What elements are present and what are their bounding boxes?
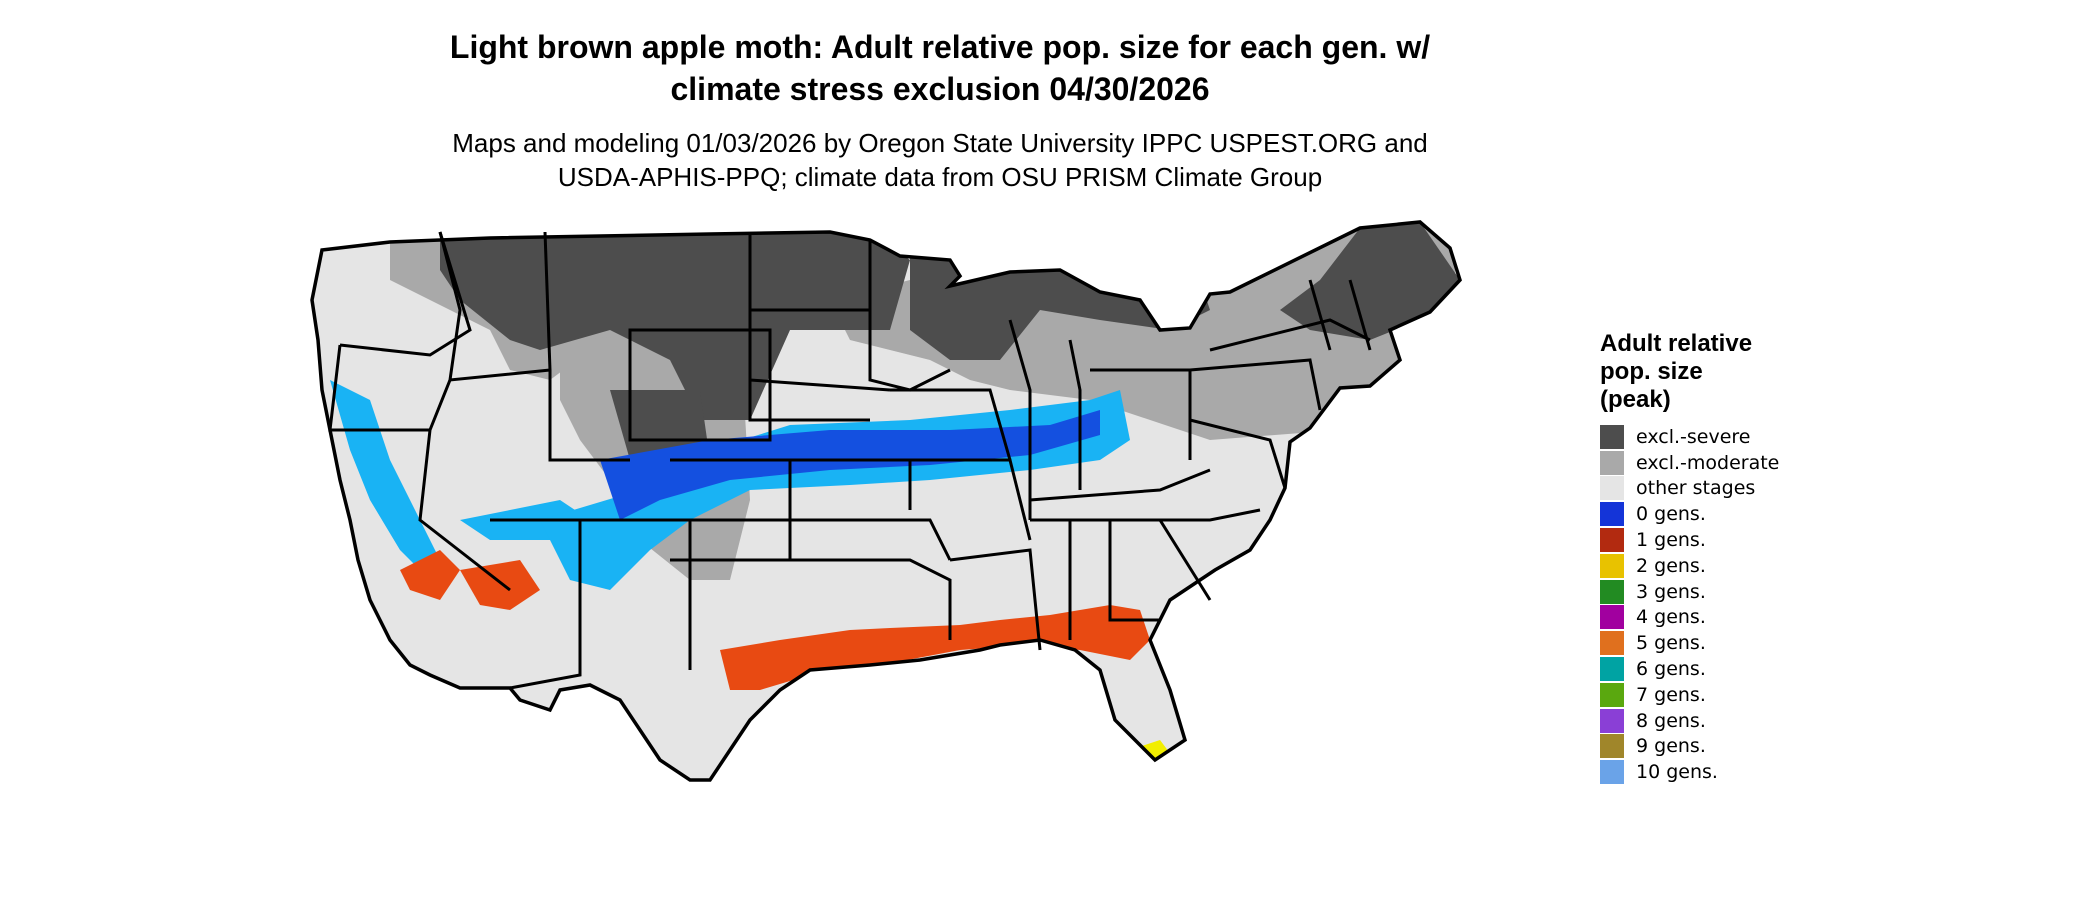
border-illinois — [1008, 319, 1032, 520]
legend-item: excl.-moderate — [1600, 450, 1820, 476]
legend-label: other stages — [1636, 477, 1756, 500]
title-block: Light brown apple moth: Adult relative p… — [300, 26, 1580, 194]
border-minnesota — [868, 240, 951, 392]
border-washington-oregon-idaho — [339, 231, 472, 357]
legend-swatch — [1600, 631, 1624, 656]
blue-region-core-dark — [600, 410, 1100, 520]
border-vermont-new-hampshire — [1308, 279, 1332, 351]
legend-label: 2 gens. — [1636, 554, 1706, 577]
red-region-southern-california — [400, 550, 460, 600]
legend-swatch — [1600, 657, 1624, 682]
border-west-virginia-virginia — [1189, 418, 1287, 489]
legend-title: Adult relative pop. size (peak) — [1600, 330, 1820, 414]
border-iowa — [890, 388, 1012, 461]
legend-item: 10 gens. — [1600, 759, 1820, 785]
subtitle-line-1: Maps and modeling 01/03/2026 by Oregon S… — [452, 128, 1428, 158]
border-oklahoma-north — [690, 518, 952, 561]
legend-swatch — [1600, 760, 1624, 785]
legend-items: excl.-severe excl.-moderate other stages 0 … — [1600, 424, 1820, 785]
red-region-arizona — [460, 560, 540, 610]
legend-item: 6 gens. — [1600, 656, 1820, 682]
severe-region-new-england — [1280, 222, 1460, 340]
legend-item: 2 gens. — [1600, 553, 1820, 579]
border-idaho-east — [438, 231, 551, 382]
legend-swatch — [1600, 528, 1624, 553]
legend-swatch — [1600, 476, 1624, 501]
border-dakotas-west — [748, 232, 870, 422]
legend-label: excl.-severe — [1636, 425, 1751, 448]
title-line-2: climate stress exclusion 04/30/2026 — [670, 71, 1210, 107]
legend-title-line-3: (peak) — [1600, 386, 1671, 413]
border-oklahoma-texas — [780, 558, 952, 640]
legend-label: 1 gens. — [1636, 529, 1706, 552]
legend-label: 4 gens. — [1636, 606, 1706, 629]
subtitle-line-2: USDA-APHIS-PPQ; climate data from OSU PR… — [557, 162, 1323, 192]
legend-label: 6 gens. — [1636, 658, 1706, 681]
map-subtitle: Maps and modeling 01/03/2026 by Oregon S… — [300, 126, 1580, 194]
legend-item: 3 gens. — [1600, 579, 1820, 605]
legend-label: 10 gens. — [1636, 761, 1718, 784]
legend-label: 7 gens. — [1636, 683, 1706, 706]
us-map-svg — [310, 220, 1462, 782]
map-fill-layer — [312, 222, 1460, 780]
border-south-dakota-nebraska — [749, 378, 891, 392]
legend-swatch — [1600, 605, 1624, 630]
border-arizona — [490, 518, 582, 690]
legend-item: 5 gens. — [1600, 630, 1820, 656]
map-title: Light brown apple moth: Adult relative p… — [300, 26, 1580, 110]
legend-label: 5 gens. — [1636, 632, 1706, 655]
border-montana-west — [543, 231, 552, 371]
state-borders — [328, 231, 1372, 690]
border-colorado — [670, 458, 792, 562]
border-arkansas-louisiana — [949, 548, 1042, 651]
legend-swatch — [1600, 424, 1624, 449]
border-nevada — [418, 379, 511, 592]
title-line-1: Light brown apple moth: Adult relative p… — [449, 29, 1431, 65]
legend-item: 4 gens. — [1600, 605, 1820, 631]
legend-item: other stages — [1600, 476, 1820, 502]
legend-item: excl.-severe — [1600, 424, 1820, 450]
border-wyoming — [628, 328, 772, 442]
severe-region-northern-plains — [440, 232, 910, 420]
legend-label: 9 gens. — [1636, 735, 1706, 758]
legend-item: 0 gens. — [1600, 501, 1820, 527]
legend-item: 7 gens. — [1600, 682, 1820, 708]
legend: Adult relative pop. size (peak) excl.-se… — [1600, 330, 1820, 785]
legend-item: 9 gens. — [1600, 734, 1820, 760]
legend-swatch — [1600, 450, 1624, 475]
border-new-hampshire-maine — [1348, 279, 1372, 351]
legend-swatch — [1600, 502, 1624, 527]
legend-label: 8 gens. — [1636, 709, 1706, 732]
legend-item: 1 gens. — [1600, 527, 1820, 553]
legend-swatch — [1600, 734, 1624, 759]
border-pennsylvania — [1189, 358, 1322, 411]
legend-swatch — [1600, 682, 1624, 707]
border-tennessee-south — [1030, 508, 1261, 522]
border-new-york-south — [1209, 318, 1371, 352]
legend-swatch — [1600, 579, 1624, 604]
legend-title-line-2: pop. size — [1600, 358, 1703, 385]
legend-label: 0 gens. — [1636, 503, 1706, 526]
border-alabama-georgia — [1108, 520, 1160, 622]
border-utah — [548, 370, 630, 462]
border-missouri — [910, 458, 1032, 541]
legend-label: 3 gens. — [1636, 580, 1706, 603]
border-georgia-carolina — [1158, 519, 1212, 601]
legend-item: 8 gens. — [1600, 708, 1820, 734]
legend-swatch — [1600, 553, 1624, 578]
legend-swatch — [1600, 708, 1624, 733]
legend-label: excl.-moderate — [1636, 451, 1780, 474]
border-kentucky-tennessee — [1029, 468, 1211, 502]
legend-title-line-1: Adult relative — [1600, 330, 1753, 357]
border-indiana — [1068, 339, 1082, 490]
us-map — [310, 220, 1570, 900]
